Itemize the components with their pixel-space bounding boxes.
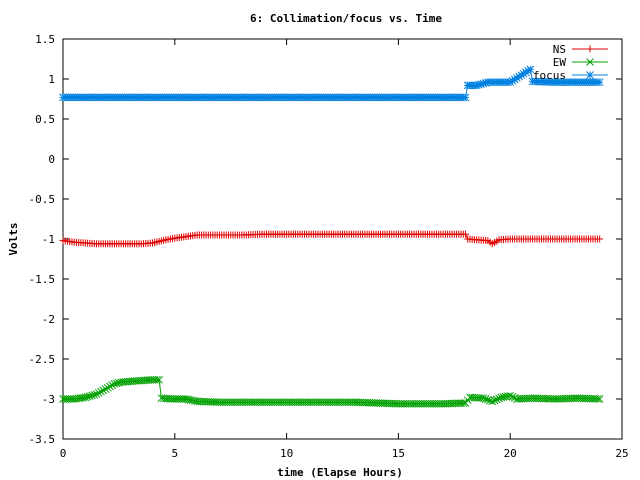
data-point (596, 235, 604, 243)
x-tick-label: 10 (280, 447, 293, 460)
data-point (79, 393, 87, 402)
x-tick-label: 5 (171, 447, 178, 460)
data-point (510, 394, 519, 402)
x-tick-label: 25 (615, 447, 628, 460)
series-focus (59, 65, 604, 102)
data-point (153, 375, 161, 384)
data-point (103, 383, 112, 392)
data-point (593, 395, 602, 403)
data-point (479, 394, 488, 403)
data-point (97, 387, 105, 396)
data-point (526, 65, 535, 74)
data-point (490, 396, 499, 405)
chart-title: 6: Collimation/focus vs. Time (250, 12, 442, 25)
x-axis-label: time (Elapse Hours) (277, 466, 403, 479)
y-tick-label: 0.5 (35, 113, 55, 126)
data-point (492, 395, 501, 404)
data-point (83, 392, 92, 401)
y-tick-label: -2.5 (29, 353, 56, 366)
x-tick-label: 0 (60, 447, 67, 460)
data-point (477, 394, 485, 402)
data-point (92, 390, 101, 399)
legend-label: focus (533, 69, 566, 82)
data-point (108, 381, 117, 389)
data-point (495, 394, 503, 403)
data-point (99, 386, 108, 395)
data-point (182, 395, 190, 403)
y-axis-label: Volts (7, 222, 20, 255)
data-point (184, 395, 193, 404)
data-point (112, 379, 121, 388)
y-tick-label: -0.5 (29, 193, 56, 206)
data-point (94, 389, 103, 397)
data-point (88, 391, 96, 400)
data-point (595, 78, 604, 87)
data-point (106, 382, 114, 391)
y-tick-label: -3.5 (29, 433, 56, 446)
data-point (186, 396, 195, 404)
series-layer (59, 65, 604, 408)
data-point (81, 393, 90, 402)
y-tick-label: -2 (42, 313, 55, 326)
legend-marker (586, 45, 594, 53)
data-point (508, 393, 517, 401)
data-point (110, 379, 119, 388)
data-point (524, 66, 532, 75)
x-tick-label: 15 (392, 447, 405, 460)
data-point (481, 395, 490, 403)
data-point (188, 396, 197, 405)
y-tick-label: 1.5 (35, 33, 55, 46)
y-tick-label: -1 (42, 233, 55, 246)
axis-ticks: 0 5 10 15 20 25 -3.5 -3 -2.5 -2 -1.5 -1 -0.5 0 0.5 1 1.5 (29, 33, 629, 460)
legend-label: NS (553, 43, 566, 56)
data-point (90, 390, 99, 399)
data-point (155, 375, 164, 384)
data-point (101, 385, 110, 393)
data-point (506, 391, 515, 400)
legend-marker (586, 58, 594, 66)
y-tick-label: -1.5 (29, 273, 56, 286)
data-point (461, 93, 470, 102)
data-point (461, 230, 469, 238)
data-point (488, 397, 497, 406)
data-point (595, 395, 604, 403)
legend-marker (586, 71, 594, 79)
x-tick-label: 20 (504, 447, 517, 460)
series-NS (59, 230, 604, 248)
y-tick-label: 0 (48, 153, 55, 166)
data-point (483, 395, 492, 404)
data-point (85, 392, 94, 400)
data-point (459, 399, 468, 407)
y-tick-label: 1 (48, 73, 55, 86)
y-tick-label: -3 (42, 393, 55, 406)
series-EW (59, 375, 604, 408)
legend-label: EW (553, 56, 567, 69)
